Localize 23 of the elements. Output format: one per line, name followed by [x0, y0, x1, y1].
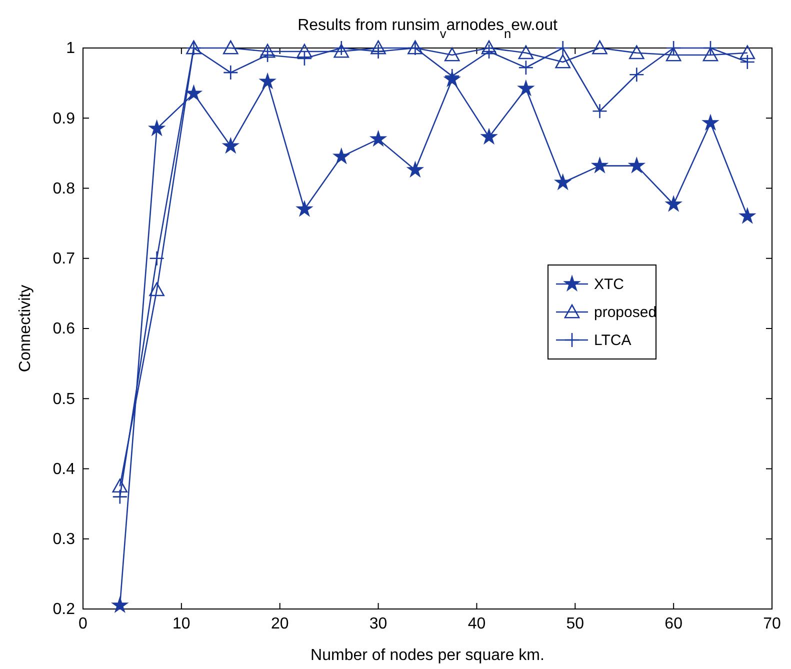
x-tick-label: 0	[78, 615, 88, 632]
legend-label: LTCA	[594, 332, 632, 349]
y-tick-label: 0.4	[52, 460, 76, 478]
x-tick-label: 30	[369, 615, 388, 632]
x-tick-label: 20	[270, 615, 289, 632]
y-tick-label: 0.6	[52, 320, 76, 338]
x-tick-label: 10	[172, 615, 190, 632]
y-tick-label: 0.5	[52, 390, 76, 408]
y-tick-label: 0.8	[52, 180, 76, 198]
legend-label: proposed	[594, 304, 657, 321]
y-axis-title: Connectivity	[17, 284, 34, 372]
y-tick-label: 0.3	[52, 530, 76, 548]
x-axis-title: Number of nodes per square km.	[310, 647, 544, 664]
y-tick-label: 0.2	[52, 601, 76, 618]
x-tick-label: 50	[566, 615, 584, 632]
x-tick-label: 40	[468, 615, 486, 632]
x-tick-label: 70	[763, 615, 781, 632]
y-tick-label: 1	[66, 40, 76, 58]
y-tick-label: 0.7	[52, 250, 76, 268]
legend-label: XTC	[594, 276, 624, 293]
x-tick-label: 60	[664, 615, 683, 632]
y-tick-label: 0.9	[52, 110, 76, 128]
chart-title: Results from runsim$_{v}$arnodes$_{n}$ew.out	[298, 17, 558, 40]
